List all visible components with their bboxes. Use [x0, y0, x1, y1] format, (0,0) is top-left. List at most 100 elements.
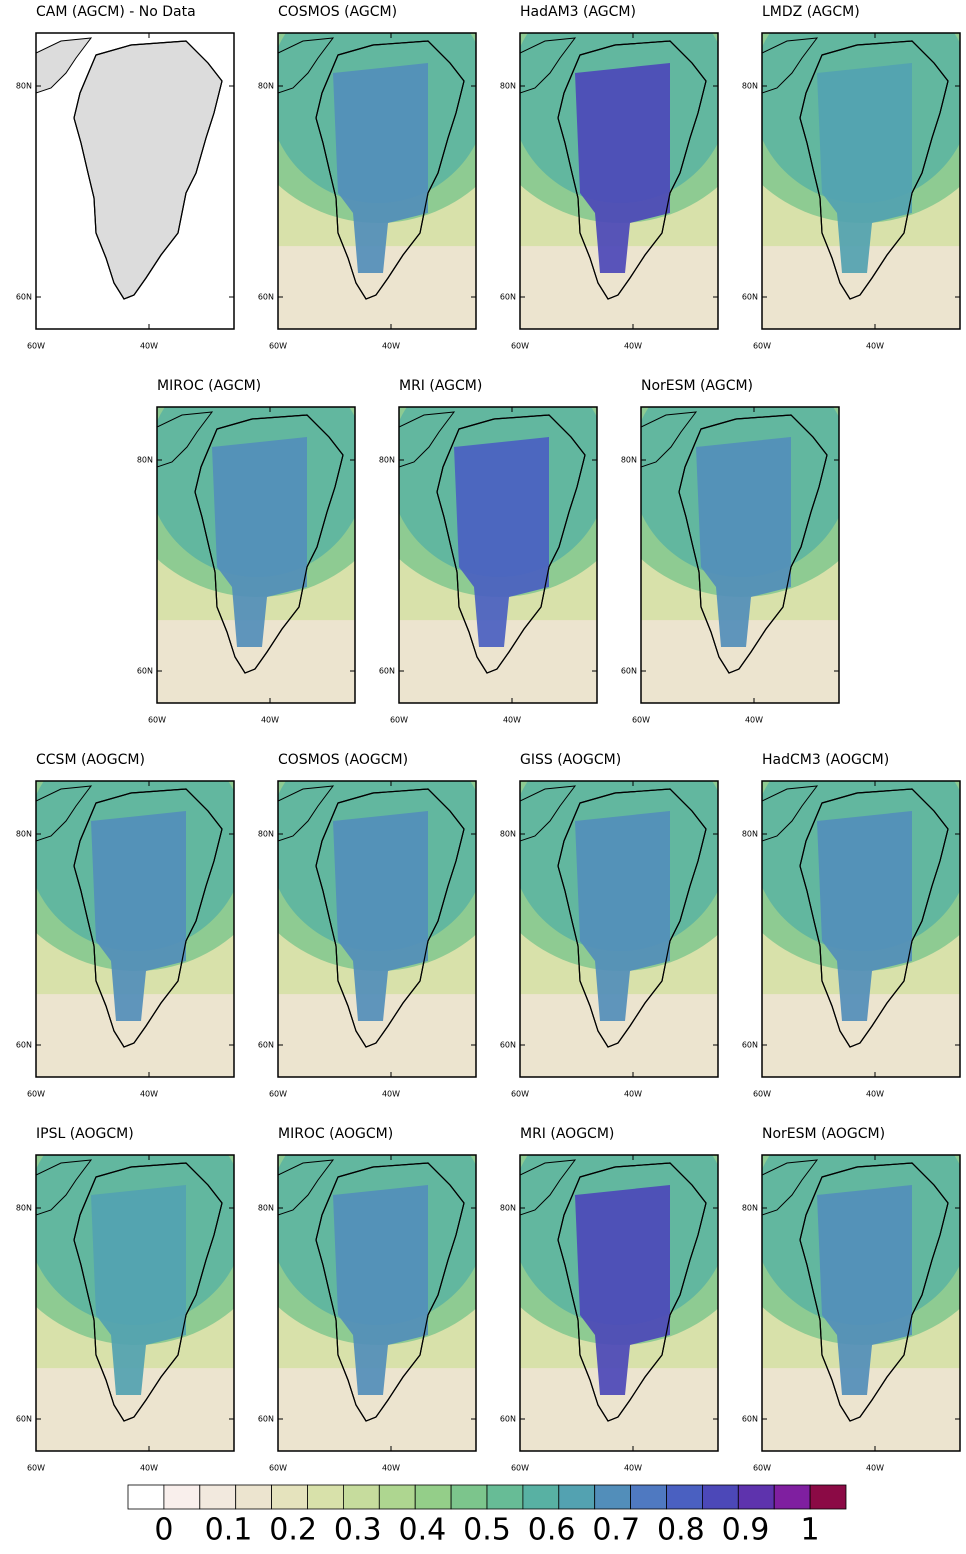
map-panel: 80N 60N 60W 40W [500, 32, 719, 351]
greenland-outline [557, 1162, 707, 1422]
panel-title: MRI (AGCM) [399, 378, 482, 394]
colorbar-box [163, 1484, 201, 1510]
lat-label: 60N [16, 1415, 32, 1424]
frame [761, 780, 961, 1078]
lat-label: 60N [500, 293, 516, 302]
lat-label: 80N [500, 830, 516, 839]
lat-label: 80N [500, 82, 516, 91]
map [762, 781, 960, 1077]
peak-field [333, 811, 428, 1021]
frame [35, 32, 235, 330]
lat-label: 60N [621, 667, 637, 676]
peak-field [575, 811, 670, 1021]
colorbar-label: 0.9 [722, 1513, 770, 1548]
colorbar-label: 0.3 [334, 1513, 382, 1548]
colorbar-label: 1 [801, 1513, 820, 1548]
map [278, 33, 476, 329]
colorbar-label: 0 [154, 1513, 173, 1548]
landmass [278, 1159, 335, 1216]
frame [519, 780, 719, 1078]
landmass [157, 411, 214, 468]
colorbar-label: 0.7 [592, 1513, 640, 1548]
lon-label: 60W [27, 1090, 45, 1099]
colorbar-label: 0.4 [399, 1513, 447, 1548]
greenland-outline [799, 1162, 949, 1422]
peak-field [575, 1185, 670, 1395]
greenland-outline [557, 40, 707, 300]
panel-title: CCSM (AOGCM) [36, 752, 145, 768]
frame [761, 32, 961, 330]
lon-label: 60W [390, 716, 408, 725]
lon-label: 60W [269, 342, 287, 351]
panel-title: COSMOS (AOGCM) [278, 752, 408, 768]
landmass [36, 37, 93, 94]
map [762, 33, 960, 329]
lat-label: 60N [258, 293, 274, 302]
frame [35, 1154, 235, 1452]
peak-field [696, 437, 791, 647]
landmass [762, 1159, 819, 1216]
panel-title: HadAM3 (AGCM) [520, 4, 636, 20]
colorbar-box [486, 1484, 524, 1510]
map-panel: 80N 60N 60W 40W [742, 780, 961, 1099]
lon-label: 60W [511, 1090, 529, 1099]
map [520, 33, 718, 329]
lon-label: 40W [866, 342, 884, 351]
map-panel: 80N 60N 60W 40W [500, 1154, 719, 1473]
colorbar-label: 0.5 [463, 1513, 511, 1548]
lon-label: 60W [27, 342, 45, 351]
landmass [641, 411, 698, 468]
lon-label: 40W [382, 1464, 400, 1473]
landmass [520, 785, 577, 842]
lon-label: 40W [140, 1090, 158, 1099]
peak-field [817, 63, 912, 273]
map [278, 1155, 476, 1451]
frame [277, 780, 477, 1078]
greenland-outline [436, 414, 586, 674]
greenland-outline [315, 788, 465, 1048]
landmass [520, 37, 577, 94]
lat-label: 80N [742, 830, 758, 839]
frame [398, 406, 598, 704]
colorbar-box [199, 1484, 237, 1510]
map [399, 407, 597, 703]
landmass [36, 785, 93, 842]
frame [519, 1154, 719, 1452]
panel-title: GISS (AOGCM) [520, 752, 621, 768]
lat-label: 80N [16, 1204, 32, 1213]
frame [156, 406, 356, 704]
greenland-outline [73, 788, 223, 1048]
lat-label: 80N [258, 1204, 274, 1213]
frame [277, 32, 477, 330]
map [762, 1155, 960, 1451]
lat-label: 60N [742, 1041, 758, 1050]
panel-title: LMDZ (AGCM) [762, 4, 860, 20]
lon-label: 60W [511, 1464, 529, 1473]
lon-label: 60W [148, 716, 166, 725]
lon-label: 40W [261, 716, 279, 725]
peak-field [333, 1185, 428, 1395]
colorbar-box [737, 1484, 775, 1510]
map-panel: 80N 60N 60W 40W [137, 406, 356, 725]
panel-title: MIROC (AGCM) [157, 378, 261, 394]
lat-label: 80N [258, 830, 274, 839]
map-panel: 80N 60N 60W 40W [258, 32, 477, 351]
peak-field [575, 63, 670, 273]
map-panel: 80N 60N 60W 40W [621, 406, 840, 725]
frame [35, 780, 235, 1078]
map [278, 781, 476, 1077]
lon-label: 40W [382, 1090, 400, 1099]
colorbar-box [773, 1484, 811, 1510]
colorbar-box [702, 1484, 739, 1510]
map-panel: 80N 60N 60W 40W [16, 32, 235, 351]
lon-label: 40W [503, 716, 521, 725]
map [36, 781, 234, 1077]
colorbar-box [522, 1484, 560, 1510]
colorbar-label: 0.6 [528, 1513, 576, 1548]
lon-label: 60W [511, 342, 529, 351]
landmass [762, 785, 819, 842]
colorbar-label: 0.8 [657, 1513, 705, 1548]
lon-label: 40W [624, 1464, 642, 1473]
colorbar-box [307, 1484, 344, 1510]
lon-label: 60W [753, 342, 771, 351]
